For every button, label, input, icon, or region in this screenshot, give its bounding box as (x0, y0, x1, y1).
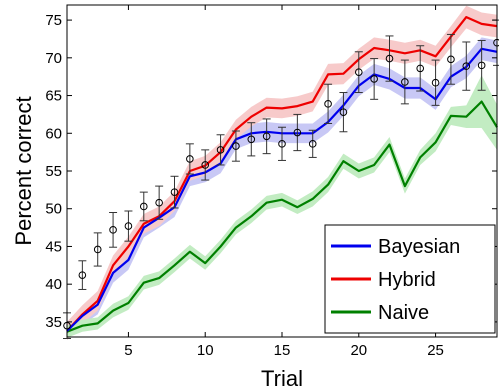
x-tick-label: 5 (124, 342, 132, 359)
y-axis-label: Percent correct (11, 96, 36, 245)
data-point-marker (247, 135, 256, 144)
data-point-marker (78, 271, 87, 279)
legend: Bayesian Hybrid Naive (324, 224, 496, 334)
data-point-marker (216, 146, 225, 154)
legend-label-bayesian: Bayesian (378, 236, 460, 258)
data-point-marker (401, 78, 409, 86)
legend-label-hybrid: Hybrid (378, 269, 436, 291)
data-point-marker (339, 108, 348, 116)
x-tick-label: 10 (197, 342, 214, 359)
data-point-marker (278, 140, 286, 148)
data-point-marker (308, 140, 317, 148)
data-point-marker (385, 54, 394, 63)
data-point-marker (109, 226, 117, 234)
y-tick-label: 40 (45, 276, 62, 293)
legend-label-naive: Naive (378, 302, 429, 324)
data-point-marker (447, 55, 455, 64)
data-point-marker (370, 75, 378, 83)
data-point-marker (416, 64, 425, 73)
data-point-marker (477, 61, 486, 70)
y-tick-label: 75 (45, 12, 62, 29)
data-point-marker (293, 128, 302, 137)
x-tick-label: 20 (350, 342, 367, 359)
hybrid-band (67, 5, 497, 341)
y-tick-label: 50 (45, 201, 62, 218)
data-point-marker (93, 245, 102, 254)
bayesian-band (67, 37, 497, 341)
data-point-marker (201, 161, 210, 169)
hybrid-line (66, 16, 498, 332)
y-tick-label: 65 (45, 88, 62, 105)
data-point-marker (139, 202, 148, 211)
tick-labels: 5 10 15 20 25 35 40 45 50 55 60 65 70 75 (45, 12, 444, 359)
y-tick-label: 70 (45, 50, 62, 67)
data-point-marker (232, 142, 240, 150)
y-tick-label: 55 (45, 163, 62, 180)
data-point-marker (186, 155, 194, 163)
y-tick-label: 45 (45, 238, 62, 255)
confidence-bands (67, 5, 497, 341)
x-tick-label: 25 (427, 342, 444, 359)
data-point-marker (124, 222, 133, 230)
data-point-marker (354, 68, 363, 76)
data-point-marker (462, 62, 471, 70)
data-point-marker (170, 188, 179, 196)
data-point-marker (155, 198, 163, 207)
x-axis-label: Trial (261, 366, 303, 391)
x-tick-label: 15 (274, 342, 291, 359)
naive-line (66, 100, 498, 333)
y-tick-label: 60 (45, 125, 62, 142)
data-point-marker (262, 132, 271, 141)
naive-band (67, 75, 497, 338)
data-point-marker (324, 100, 332, 108)
data-point-marker (431, 78, 440, 87)
y-tick-label: 35 (45, 314, 62, 331)
